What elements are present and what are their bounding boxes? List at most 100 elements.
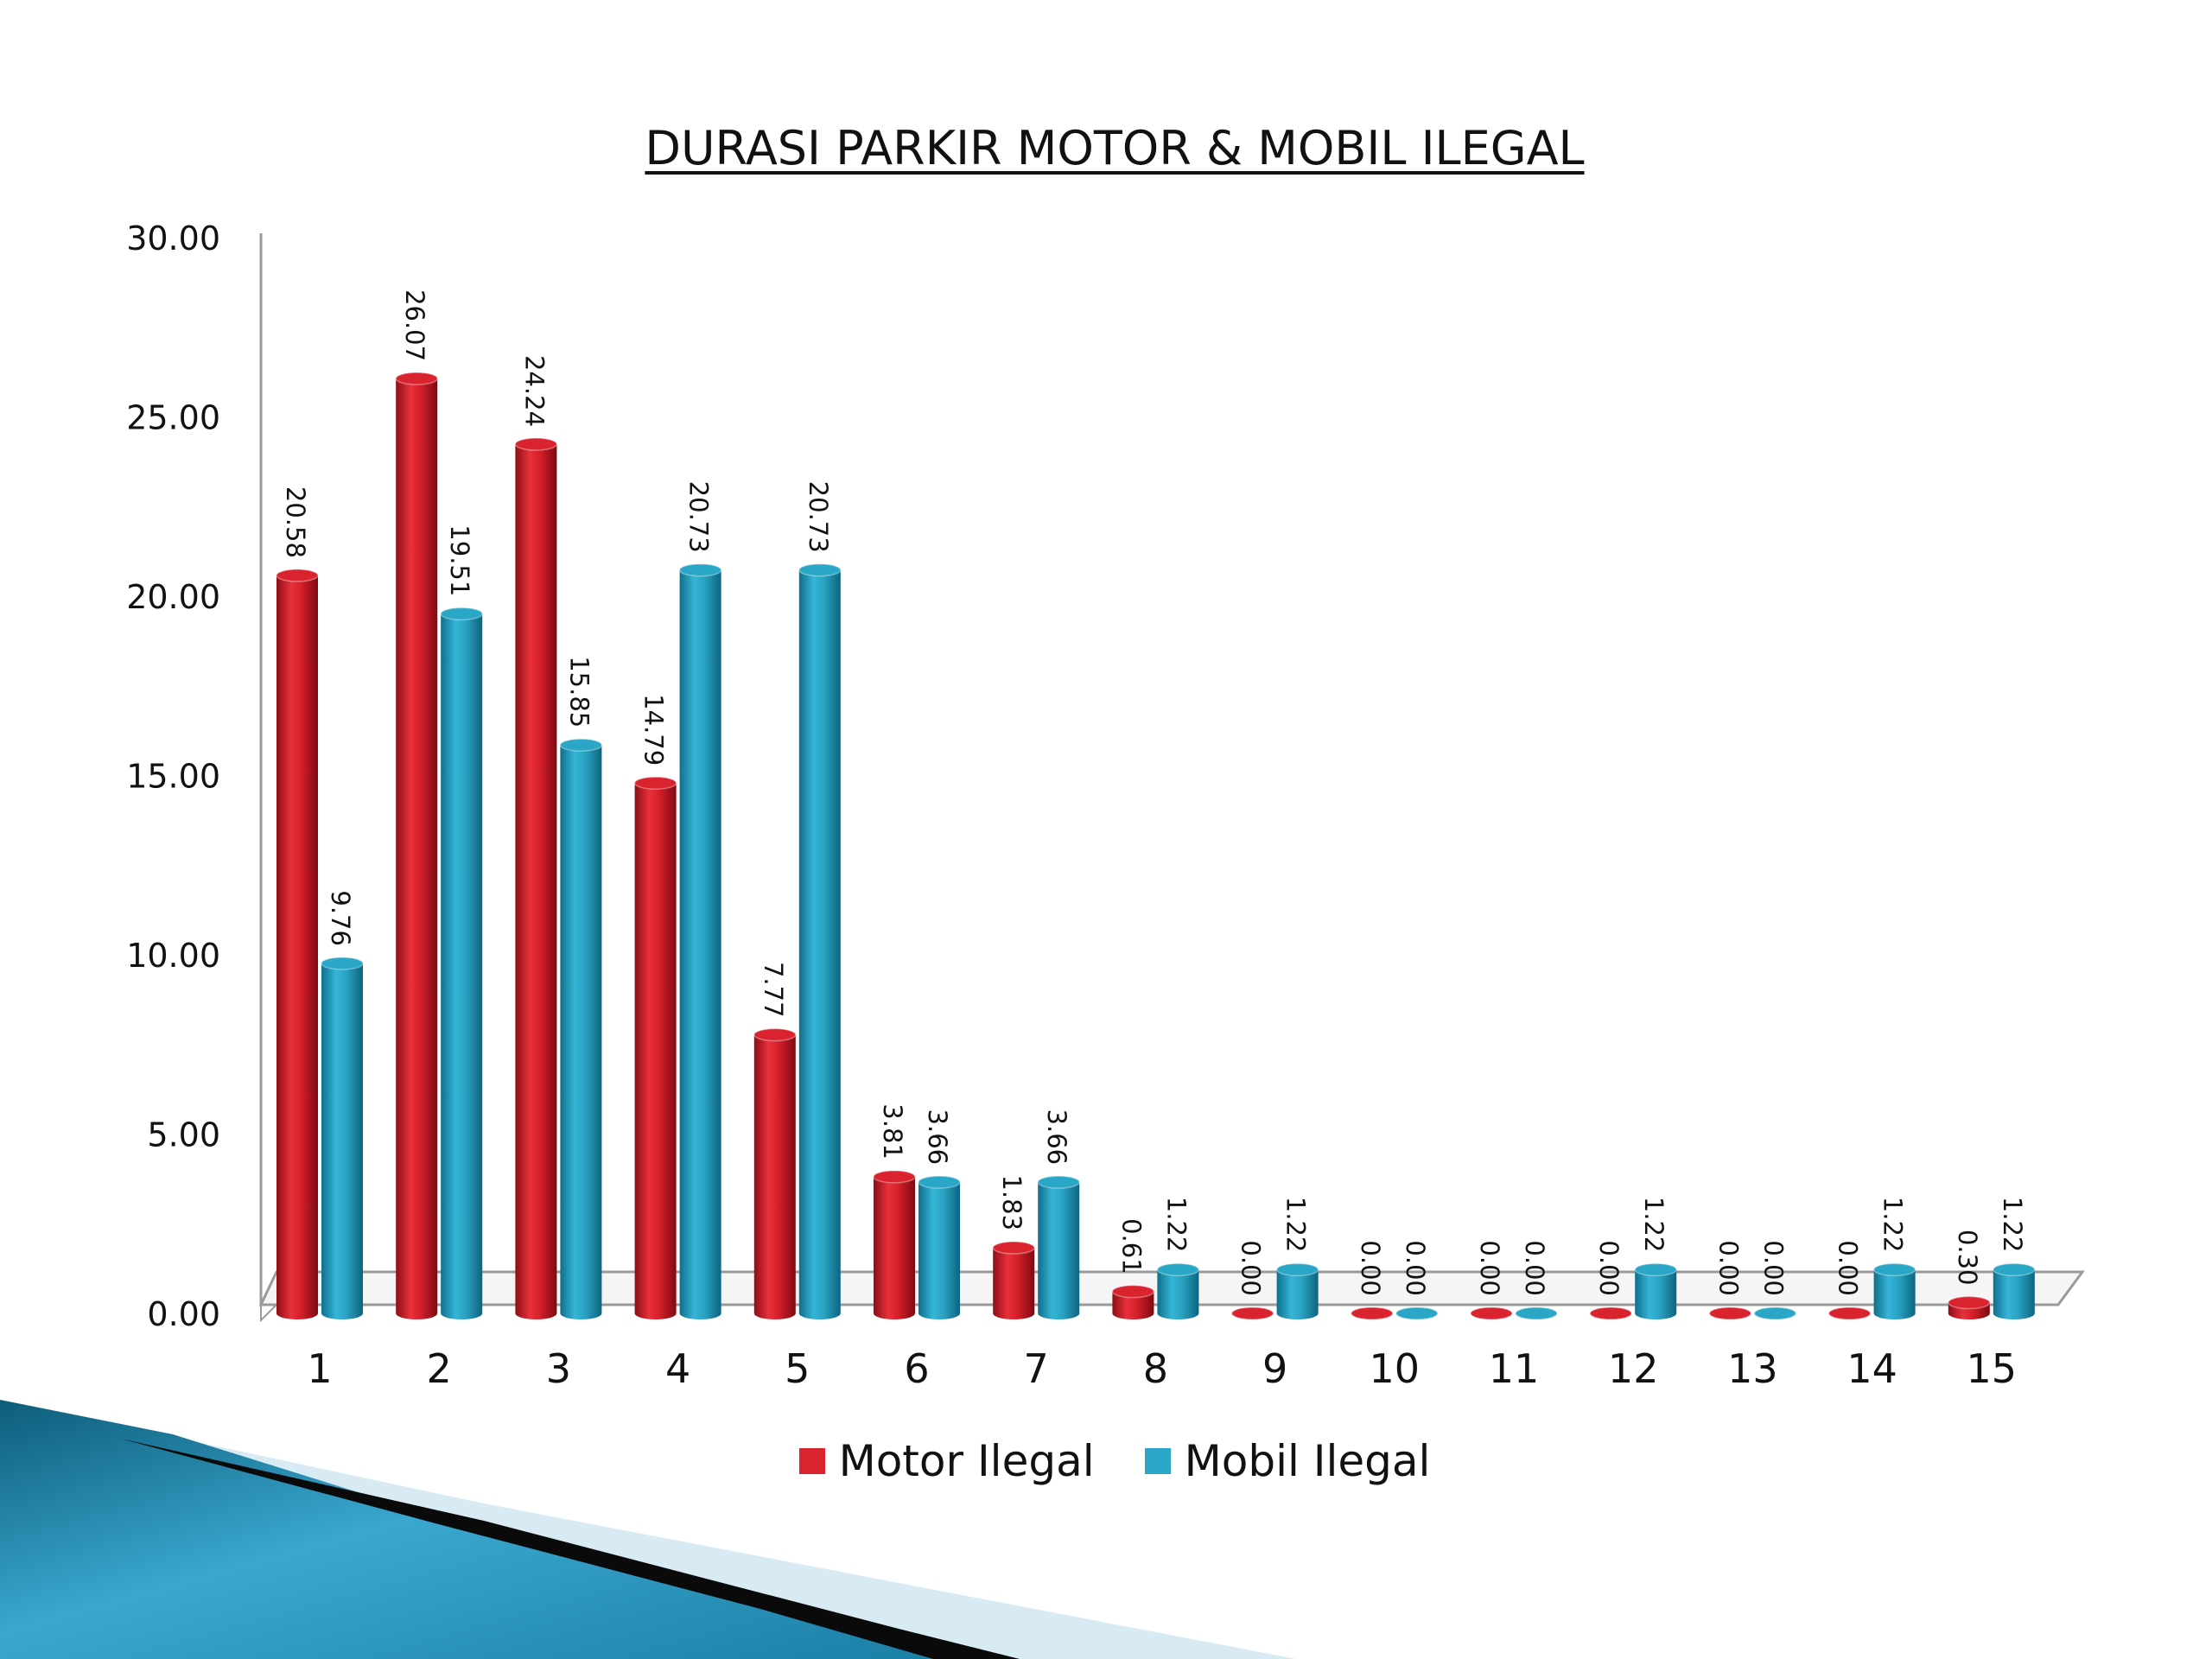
data-label: 0.00 bbox=[1401, 1240, 1430, 1296]
y-tick-label: 15.00 bbox=[126, 758, 220, 796]
bar-mobil-body bbox=[918, 1182, 960, 1319]
x-tick-label: 12 bbox=[1608, 1345, 1659, 1392]
legend-item-mobil: Mobil Ilegal bbox=[1144, 1436, 1431, 1486]
y-tick-label: 5.00 bbox=[147, 1116, 220, 1154]
bar-motor-top bbox=[1351, 1306, 1394, 1320]
bar-motor-top bbox=[1827, 1306, 1872, 1320]
bar-motor-body bbox=[1112, 1291, 1154, 1320]
bar-mobil-top bbox=[321, 957, 364, 970]
bar-mobil bbox=[559, 738, 603, 1320]
bar-mobil-top bbox=[1872, 1262, 1916, 1277]
data-label: 3.66 bbox=[923, 1109, 952, 1166]
bar-motor bbox=[1708, 1306, 1752, 1320]
bar-motor bbox=[1111, 1284, 1155, 1320]
bar-motor bbox=[276, 569, 319, 1319]
data-label: 14.79 bbox=[639, 694, 669, 766]
bar-motor-body bbox=[753, 1034, 796, 1320]
x-tick-label: 15 bbox=[1967, 1345, 2018, 1392]
bar-motor-top bbox=[395, 372, 438, 385]
data-label: 0.30 bbox=[1953, 1230, 1982, 1286]
legend-swatch-mobil bbox=[1144, 1448, 1171, 1474]
bar-mobil-top bbox=[559, 738, 603, 752]
data-label: 24.24 bbox=[519, 355, 549, 427]
bar-motor bbox=[395, 372, 438, 1320]
bar-mobil-top bbox=[918, 1175, 961, 1189]
bar-mobil bbox=[678, 563, 722, 1320]
bar-motor bbox=[1827, 1306, 1872, 1320]
x-tick-label: 10 bbox=[1370, 1345, 1421, 1392]
bar-motor-top bbox=[1230, 1306, 1274, 1320]
bar-mobil-top bbox=[1753, 1306, 1797, 1320]
data-label: 3.81 bbox=[878, 1103, 907, 1160]
x-tick-label: 2 bbox=[427, 1345, 452, 1392]
bar-mobil-body bbox=[560, 745, 602, 1320]
bar-mobil-body bbox=[798, 569, 841, 1320]
y-tick-label: 10.00 bbox=[126, 937, 220, 975]
x-tick-label: 5 bbox=[785, 1345, 810, 1392]
data-label: 19.51 bbox=[445, 524, 474, 596]
x-tick-label: 6 bbox=[904, 1345, 929, 1392]
bar-motor-body bbox=[396, 378, 438, 1320]
bar-motor-top bbox=[1111, 1284, 1155, 1299]
data-label: 3.66 bbox=[1042, 1109, 1071, 1166]
data-label: 1.22 bbox=[1161, 1197, 1191, 1253]
bar-motor-top bbox=[633, 776, 677, 790]
bar-motor bbox=[633, 776, 677, 1320]
bar-motor-top bbox=[873, 1170, 916, 1184]
data-label: 0.00 bbox=[1758, 1240, 1788, 1296]
data-label: 1.22 bbox=[1281, 1197, 1311, 1253]
data-label: 1.22 bbox=[1878, 1197, 1908, 1253]
decor-black-stripe bbox=[121, 1439, 1020, 1659]
bar-motor-body bbox=[515, 444, 557, 1320]
y-tick-label: 25.00 bbox=[126, 399, 220, 437]
axis-corner bbox=[260, 1304, 279, 1323]
bar-mobil bbox=[1395, 1306, 1439, 1320]
bar-motor-top bbox=[514, 437, 558, 451]
x-tick-label: 9 bbox=[1262, 1345, 1287, 1392]
data-label: 9.76 bbox=[326, 890, 355, 946]
bar-mobil bbox=[798, 563, 842, 1320]
data-label: 1.83 bbox=[997, 1174, 1027, 1230]
legend-label-mobil: Mobil Ilegal bbox=[1184, 1436, 1431, 1486]
x-tick-label: 7 bbox=[1024, 1345, 1049, 1392]
bar-mobil-top bbox=[1634, 1262, 1677, 1277]
data-label: 20.73 bbox=[684, 481, 714, 553]
bar-motor bbox=[753, 1027, 797, 1320]
bar-mobil-top bbox=[1993, 1262, 2036, 1277]
data-label: 0.00 bbox=[1713, 1240, 1743, 1296]
bar-motor bbox=[873, 1170, 916, 1319]
bar-mobil bbox=[1515, 1306, 1558, 1320]
bar-mobil-body bbox=[1873, 1269, 1916, 1320]
bar-mobil-top bbox=[798, 563, 842, 577]
bar-mobil bbox=[440, 607, 483, 1320]
bar-motor-body bbox=[276, 575, 318, 1319]
x-tick-label: 3 bbox=[546, 1345, 571, 1392]
y-tick-label: 0.00 bbox=[147, 1295, 220, 1333]
bar-mobil bbox=[321, 957, 364, 1319]
x-tick-label: 11 bbox=[1489, 1345, 1540, 1392]
data-label: 0.00 bbox=[1475, 1240, 1504, 1296]
bar-mobil-top bbox=[1275, 1262, 1319, 1277]
x-tick-label: 1 bbox=[307, 1345, 332, 1392]
legend-item-motor: Motor Ilegal bbox=[798, 1436, 1095, 1486]
bar-motor-top bbox=[1708, 1306, 1752, 1320]
bar-mobil-top bbox=[1037, 1175, 1080, 1189]
legend-label-motor: Motor Ilegal bbox=[838, 1436, 1095, 1486]
data-label: 0.00 bbox=[1520, 1240, 1549, 1296]
legend: Motor Ilegal Mobil Ilegal bbox=[0, 1436, 2212, 1486]
bar-motor-body bbox=[634, 783, 677, 1320]
data-label: 15.85 bbox=[564, 656, 594, 728]
bar-motor-body bbox=[874, 1176, 915, 1319]
bar-mobil-body bbox=[1157, 1269, 1199, 1320]
bar-mobil-body bbox=[1038, 1182, 1080, 1320]
bar-motor-top bbox=[276, 569, 319, 582]
data-label: 0.00 bbox=[1834, 1240, 1863, 1296]
bar-motor bbox=[992, 1241, 1035, 1320]
bar-motor-top bbox=[1589, 1306, 1632, 1320]
bar-motor bbox=[1589, 1306, 1632, 1320]
bar-mobil-body bbox=[679, 569, 721, 1320]
data-label: 0.00 bbox=[1356, 1240, 1385, 1296]
x-tick-label: 4 bbox=[665, 1345, 690, 1392]
